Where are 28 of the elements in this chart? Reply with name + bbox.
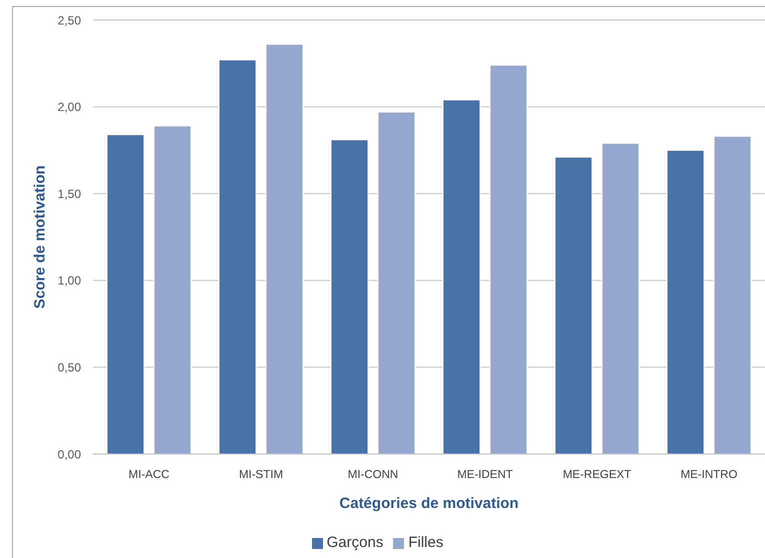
bar (490, 64, 528, 454)
bar (554, 156, 592, 454)
x-axis-title: Catégories de motivation (339, 495, 519, 512)
bar (266, 44, 304, 454)
bar (714, 136, 752, 454)
x-tick-label: ME-REGEXT (562, 469, 632, 482)
y-tick-label: 2,00 (58, 100, 82, 114)
bar (666, 150, 704, 454)
y-tick-label: 0,00 (58, 447, 82, 462)
y-tick-label: 1,50 (58, 186, 82, 201)
x-tick-label: ME-IDENT (457, 469, 513, 482)
y-tick-label: 0,50 (58, 360, 82, 374)
y-tick-label: 2,50 (58, 13, 82, 28)
x-tick-label: MI-ACC (128, 469, 170, 482)
legend-label: Garçons (326, 534, 384, 551)
x-tick-label: MI-CONN (348, 469, 398, 482)
bar (442, 99, 480, 454)
bar (378, 112, 416, 454)
x-tick-label: ME-INTRO (680, 469, 738, 482)
x-tick-label: MI-STIM (238, 469, 284, 482)
bar (602, 142, 640, 454)
bar (330, 139, 368, 454)
bar (106, 134, 144, 454)
y-tick-label: 1,00 (58, 274, 82, 288)
y-axis-title: Score de motivation (32, 165, 48, 309)
legend-label: Filles (408, 534, 444, 551)
bar (218, 59, 256, 454)
bar (154, 125, 192, 454)
